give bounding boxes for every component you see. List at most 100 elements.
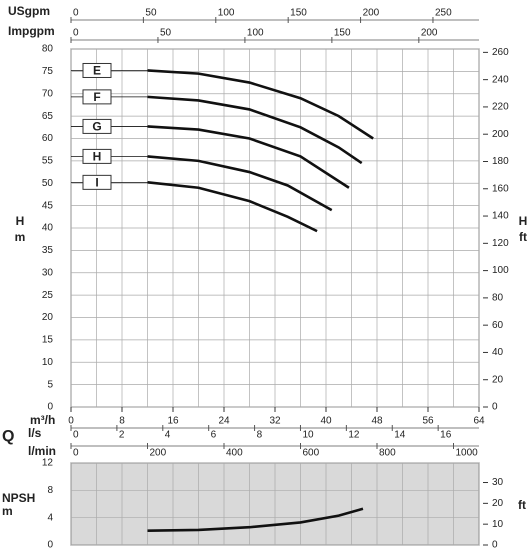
flow-tick-label: 10 <box>302 430 314 441</box>
flow-tick-label: 400 <box>226 448 243 459</box>
flow-tick-label: 100 <box>247 28 264 39</box>
y-tick-label: 4 <box>47 512 53 523</box>
y-tick-label: 0 <box>47 402 53 413</box>
flow-tick-label: 16 <box>440 430 452 441</box>
y-tick-label: 30 <box>42 267 54 278</box>
flow-axis-label: l/min <box>28 444 56 458</box>
flow-tick-label: 200 <box>363 8 380 19</box>
y-tick-label: 60 <box>42 133 54 144</box>
x-tick-label: 8 <box>119 416 125 427</box>
curve <box>147 95 363 165</box>
flow-tick-label: 800 <box>379 448 396 459</box>
flow-tick-label: 50 <box>160 28 172 39</box>
x-tick-label: 64 <box>473 416 485 427</box>
curve-label: H <box>93 150 102 164</box>
curve <box>147 155 333 212</box>
curve-label: E <box>93 64 101 78</box>
y2-axis-label: H <box>519 214 528 228</box>
y-tick-label: 12 <box>42 458 54 469</box>
y2-tick-label: 20 <box>492 374 504 385</box>
flow-tick-label: 4 <box>165 430 171 441</box>
x-tick-label: 24 <box>218 416 230 427</box>
x-tick-label: 56 <box>422 416 434 427</box>
flow-tick-label: 150 <box>290 8 307 19</box>
curve-label: F <box>93 90 100 104</box>
flow-axis-label: l/s <box>28 426 42 440</box>
y-tick-label: 65 <box>42 111 54 122</box>
y-tick-label: 70 <box>42 88 54 99</box>
flow-tick-label: 0 <box>73 28 79 39</box>
flow-axis-label: USgpm <box>8 4 50 18</box>
y-tick-label: 10 <box>42 357 54 368</box>
flow-tick-label: 600 <box>302 448 319 459</box>
x-tick-label: 48 <box>371 416 383 427</box>
flow-axis-label: Impgpm <box>8 24 55 38</box>
y-tick-label: 20 <box>42 312 54 323</box>
y-axis-unit: m <box>2 504 13 518</box>
y2-tick-label: 220 <box>492 102 509 113</box>
y-tick-label: 15 <box>42 335 54 346</box>
curve-label-box <box>82 174 112 190</box>
y2-tick-label: 0 <box>492 402 498 413</box>
flow-tick-label: 0 <box>73 448 79 459</box>
y2-tick-label: 120 <box>492 238 509 249</box>
curve <box>147 69 374 140</box>
y-tick-label: 50 <box>42 178 54 189</box>
curve-label-box <box>82 148 112 164</box>
y-tick-label: 40 <box>42 223 54 234</box>
y-axis-unit: m <box>15 230 26 244</box>
y2-tick-label: 20 <box>492 498 504 509</box>
flow-tick-label: 200 <box>149 448 166 459</box>
x-tick-label: 16 <box>167 416 179 427</box>
y-tick-label: 80 <box>42 44 54 55</box>
flow-tick-label: 0 <box>73 8 79 19</box>
curve-label-box <box>82 118 112 134</box>
flow-tick-label: 250 <box>435 8 452 19</box>
x-tick-label: 40 <box>320 416 332 427</box>
y2-axis-unit: ft <box>519 230 527 244</box>
y-tick-label: 0 <box>47 540 53 551</box>
curve-label: I <box>95 176 98 190</box>
flow-tick-label: 2 <box>119 430 125 441</box>
y2-tick-label: 30 <box>492 477 504 488</box>
flow-tick-label: 0 <box>73 430 79 441</box>
flow-tick-label: 14 <box>394 430 406 441</box>
flow-tick-label: 200 <box>421 28 438 39</box>
curve-label-box <box>82 62 112 78</box>
y2-tick-label: 100 <box>492 265 509 276</box>
y2-tick-label: 60 <box>492 320 504 331</box>
y-tick-label: 45 <box>42 200 54 211</box>
y2-tick-label: 10 <box>492 519 504 530</box>
flow-tick-label: 1000 <box>455 448 478 459</box>
x-axis-label: m³/h <box>30 413 55 427</box>
y-tick-label: 5 <box>47 379 53 390</box>
y2-tick-label: 260 <box>492 47 509 58</box>
y2-tick-label: 140 <box>492 211 509 222</box>
curve-label: G <box>92 120 101 134</box>
flow-tick-label: 150 <box>334 28 351 39</box>
x-tick-label: 0 <box>68 416 74 427</box>
y-axis-label: NPSH <box>2 491 35 505</box>
flow-symbol: Q <box>2 428 14 445</box>
y2-tick-label: 80 <box>492 293 504 304</box>
curve <box>147 125 350 189</box>
y-tick-label: 75 <box>42 66 54 77</box>
y-tick-label: 8 <box>47 485 53 496</box>
y-tick-label: 25 <box>42 290 54 301</box>
y-axis-label: H <box>16 214 25 228</box>
y2-tick-label: 40 <box>492 347 504 358</box>
flow-tick-label: 6 <box>211 430 217 441</box>
y2-axis-unit: ft <box>518 498 526 512</box>
y-tick-label: 35 <box>42 245 54 256</box>
flow-tick-label: 50 <box>145 8 157 19</box>
y2-tick-label: 0 <box>492 540 498 551</box>
curve <box>147 507 364 532</box>
flow-tick-label: 12 <box>348 430 360 441</box>
y2-tick-label: 160 <box>492 183 509 194</box>
curve <box>147 181 318 233</box>
y-tick-label: 55 <box>42 156 54 167</box>
flow-tick-label: 8 <box>257 430 263 441</box>
y2-tick-label: 240 <box>492 74 509 85</box>
y2-tick-label: 200 <box>492 129 509 140</box>
